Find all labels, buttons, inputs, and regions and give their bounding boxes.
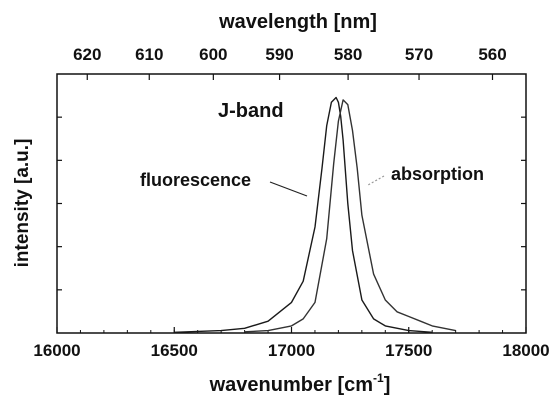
series-fluorescence-line xyxy=(174,96,433,333)
x-tick-label: 18000 xyxy=(502,341,549,360)
top-tick-label: 620 xyxy=(73,45,101,64)
bottom-axis-ticks: 16000 16500 17000 17500 18000 xyxy=(33,327,550,360)
y-axis-label: intensity [a.u.] xyxy=(12,139,33,268)
x-axis-label: wavenumber [cm-1] xyxy=(209,371,391,396)
x-tick-label: 16500 xyxy=(151,341,198,360)
x-axis-label-exponent: -1 xyxy=(373,371,384,385)
j-band-annotation: J-band xyxy=(218,100,284,122)
x-tick-label: 17000 xyxy=(268,341,315,360)
top-tick-label: 570 xyxy=(405,45,433,64)
top-tick-label: 610 xyxy=(135,45,163,64)
absorption-leader-line xyxy=(367,175,385,186)
x-tick-label: 16000 xyxy=(33,341,80,360)
plot-frame xyxy=(56,73,527,334)
top-tick-label: 580 xyxy=(334,45,362,64)
x-axis-label-close: ] xyxy=(384,374,391,396)
top-axis-label: wavelength [nm] xyxy=(218,11,377,33)
top-tick-label: 600 xyxy=(199,45,227,64)
fluorescence-leader-line xyxy=(269,181,308,197)
series-absorption-line xyxy=(244,99,456,333)
x-tick-label: 17500 xyxy=(385,341,432,360)
top-axis-ticks: 620 610 600 590 580 570 560 xyxy=(73,45,507,80)
series-layer xyxy=(174,96,456,333)
absorption-annotation: absorption xyxy=(391,164,484,184)
top-tick-label: 590 xyxy=(265,45,293,64)
top-tick-label: 560 xyxy=(478,45,506,64)
x-axis-label-main: wavenumber [cm xyxy=(209,374,373,396)
fluorescence-annotation: fluorescence xyxy=(140,170,251,190)
side-axis-ticks xyxy=(57,116,526,291)
